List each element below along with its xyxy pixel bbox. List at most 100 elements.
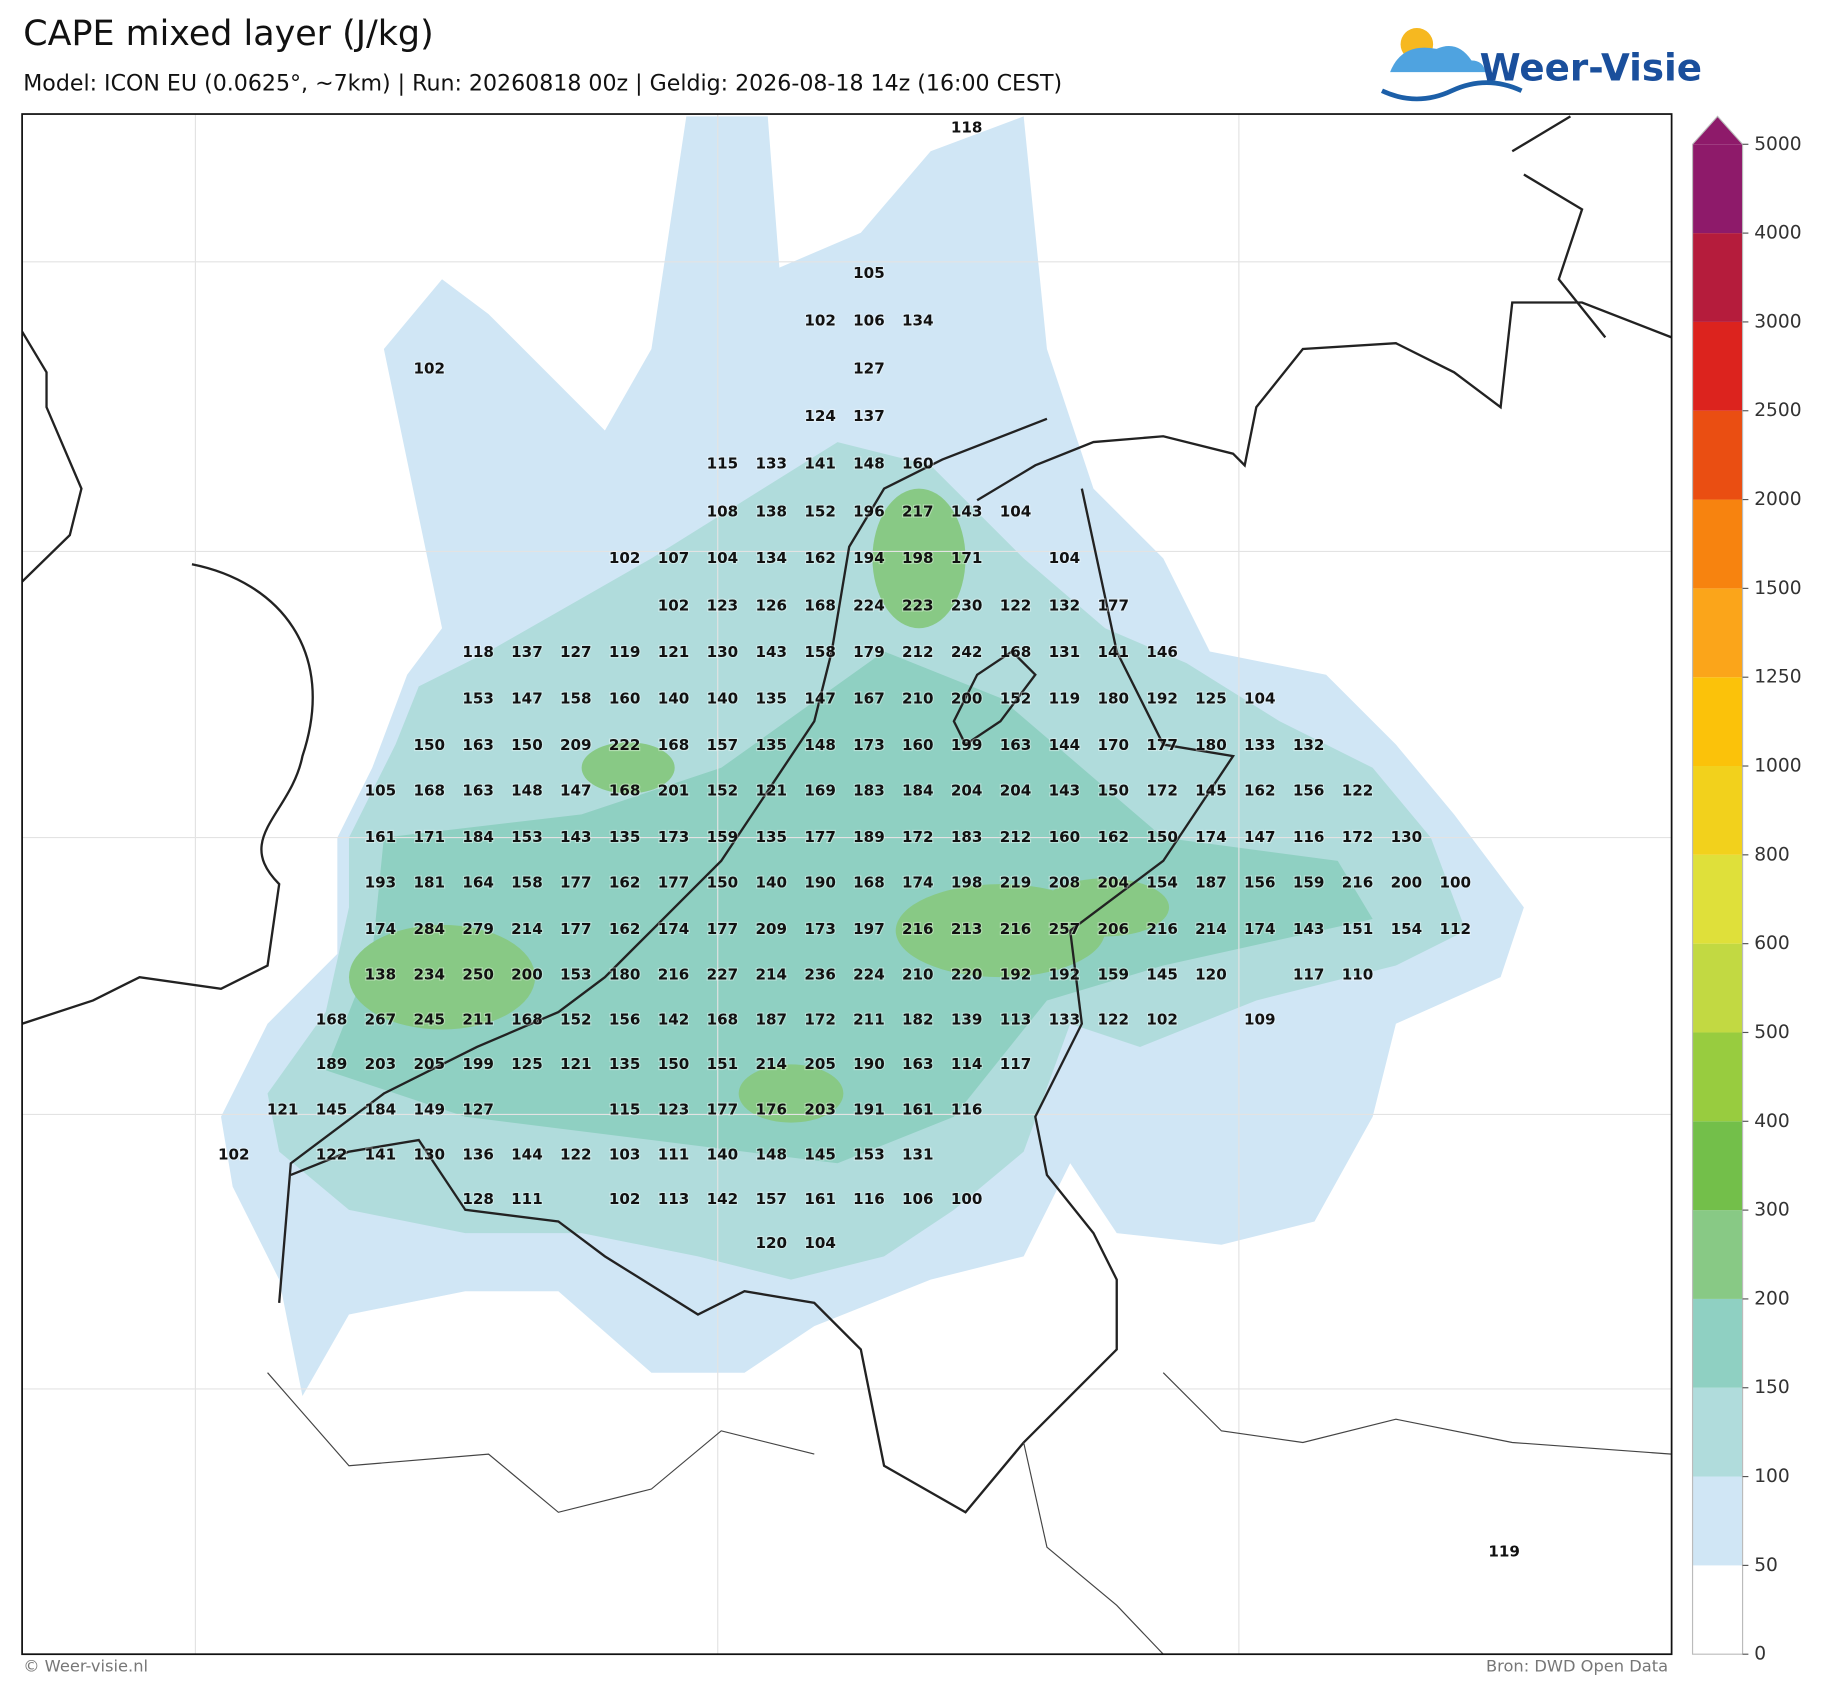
- cape-label: 223: [902, 597, 934, 615]
- cape-label: 206: [1097, 920, 1129, 938]
- cape-label: 105: [365, 782, 397, 800]
- cape-label: 170: [1097, 736, 1129, 754]
- cape-label: 123: [707, 597, 739, 615]
- cape-label: 135: [755, 828, 787, 846]
- cape-label: 116: [853, 1190, 885, 1208]
- cape-label: 172: [1146, 782, 1178, 800]
- cape-label: 177: [560, 920, 592, 938]
- colorbar-label: 0: [1754, 1644, 1766, 1665]
- cape-label: 216: [1146, 920, 1178, 938]
- cape-label: 117: [1293, 965, 1325, 983]
- cape-label: 158: [560, 690, 592, 708]
- cape-label: 161: [902, 1100, 934, 1118]
- cape-label: 163: [1000, 736, 1032, 754]
- colorbar-label: 300: [1754, 1200, 1790, 1221]
- cape-field: [581, 742, 675, 794]
- colorbar-label: 1250: [1754, 667, 1801, 688]
- cape-label: 150: [511, 736, 543, 754]
- cape-label: 119: [1488, 1542, 1520, 1560]
- cape-label: 120: [1195, 965, 1227, 983]
- cape-label: 135: [755, 690, 787, 708]
- cape-label: 187: [1195, 873, 1227, 891]
- colorbar-label: 4000: [1754, 223, 1801, 244]
- cape-label: 152: [804, 502, 836, 520]
- cape-label: 115: [707, 455, 739, 473]
- cape-label: 113: [658, 1190, 690, 1208]
- cape-label: 211: [462, 1011, 494, 1029]
- cape-label: 162: [1097, 828, 1129, 846]
- colorbar-label: 5000: [1754, 134, 1801, 155]
- cape-label: 193: [365, 873, 397, 891]
- cape-label: 133: [1244, 736, 1276, 754]
- colorbar-label: 2000: [1754, 489, 1801, 510]
- cape-label: 137: [853, 407, 885, 425]
- cape-label: 209: [755, 920, 787, 938]
- cape-label: 173: [658, 828, 690, 846]
- cape-label: 219: [1000, 873, 1032, 891]
- colorbar-label: 3000: [1754, 311, 1801, 332]
- cape-label: 182: [902, 1011, 934, 1029]
- cape-label: 120: [755, 1234, 787, 1252]
- cape-label: 174: [1195, 828, 1227, 846]
- cape-label: 208: [1049, 873, 1081, 891]
- colorbar-outline: [1691, 115, 1744, 1655]
- cape-label: 152: [560, 1011, 592, 1029]
- cape-label: 160: [902, 455, 934, 473]
- cape-label: 204: [1000, 782, 1032, 800]
- cape-label: 132: [1293, 736, 1325, 754]
- cape-label: 148: [804, 736, 836, 754]
- cape-label: 222: [609, 736, 641, 754]
- cape-label: 116: [1293, 828, 1325, 846]
- cape-label: 192: [1049, 965, 1081, 983]
- cape-label: 212: [902, 643, 934, 661]
- cape-label: 176: [755, 1100, 787, 1118]
- cape-label: 191: [853, 1100, 885, 1118]
- cape-label: 201: [658, 782, 690, 800]
- cape-label: 116: [951, 1100, 983, 1118]
- cape-label: 121: [755, 782, 787, 800]
- cape-label: 121: [658, 643, 690, 661]
- colorbar-segment: [1692, 1565, 1743, 1655]
- colorbar-segment: [1692, 943, 1743, 1033]
- cape-label: 138: [755, 502, 787, 520]
- cape-label: 184: [902, 782, 934, 800]
- colorbar-label: 100: [1754, 1466, 1790, 1487]
- cape-label: 150: [1097, 782, 1129, 800]
- cape-label: 103: [609, 1146, 641, 1164]
- cape-label: 172: [1342, 828, 1374, 846]
- coastlines: [22, 115, 1672, 1303]
- cape-label: 230: [951, 597, 983, 615]
- cape-label: 147: [511, 690, 543, 708]
- cape-label: 216: [1000, 920, 1032, 938]
- cape-label: 174: [658, 920, 690, 938]
- cape-label: 160: [609, 690, 641, 708]
- cape-label: 199: [951, 736, 983, 754]
- cape-label: 118: [462, 643, 494, 661]
- cape-label: 121: [267, 1100, 299, 1118]
- cape-label: 156: [1244, 873, 1276, 891]
- cape-label: 168: [804, 597, 836, 615]
- colorbar-label: 200: [1754, 1288, 1790, 1309]
- cape-label: 234: [413, 965, 445, 983]
- cape-label: 134: [755, 549, 787, 567]
- cape-label: 189: [316, 1055, 348, 1073]
- cape-label: 115: [609, 1100, 641, 1118]
- cape-label: 174: [902, 873, 934, 891]
- cape-label: 200: [511, 965, 543, 983]
- cape-label: 114: [951, 1055, 983, 1073]
- cape-label: 156: [1293, 782, 1325, 800]
- cape-label: 242: [951, 643, 983, 661]
- colorbar-label: 150: [1754, 1377, 1790, 1398]
- cape-labels: 118 105 102 106 134 102 127 124 137 115 133 141 148 1…: [217, 117, 1521, 1561]
- cape-label: 217: [902, 502, 934, 520]
- cape-label: 163: [902, 1055, 934, 1073]
- cape-label: 153: [511, 828, 543, 846]
- cape-field: [348, 924, 536, 1030]
- cape-label: 179: [853, 643, 885, 661]
- cape-label: 154: [1391, 920, 1423, 938]
- colorbar-extend: [1692, 116, 1743, 145]
- cape-label: 216: [658, 965, 690, 983]
- cape-label: 137: [511, 643, 543, 661]
- cape-label: 130: [413, 1146, 445, 1164]
- cape-label: 209: [560, 736, 592, 754]
